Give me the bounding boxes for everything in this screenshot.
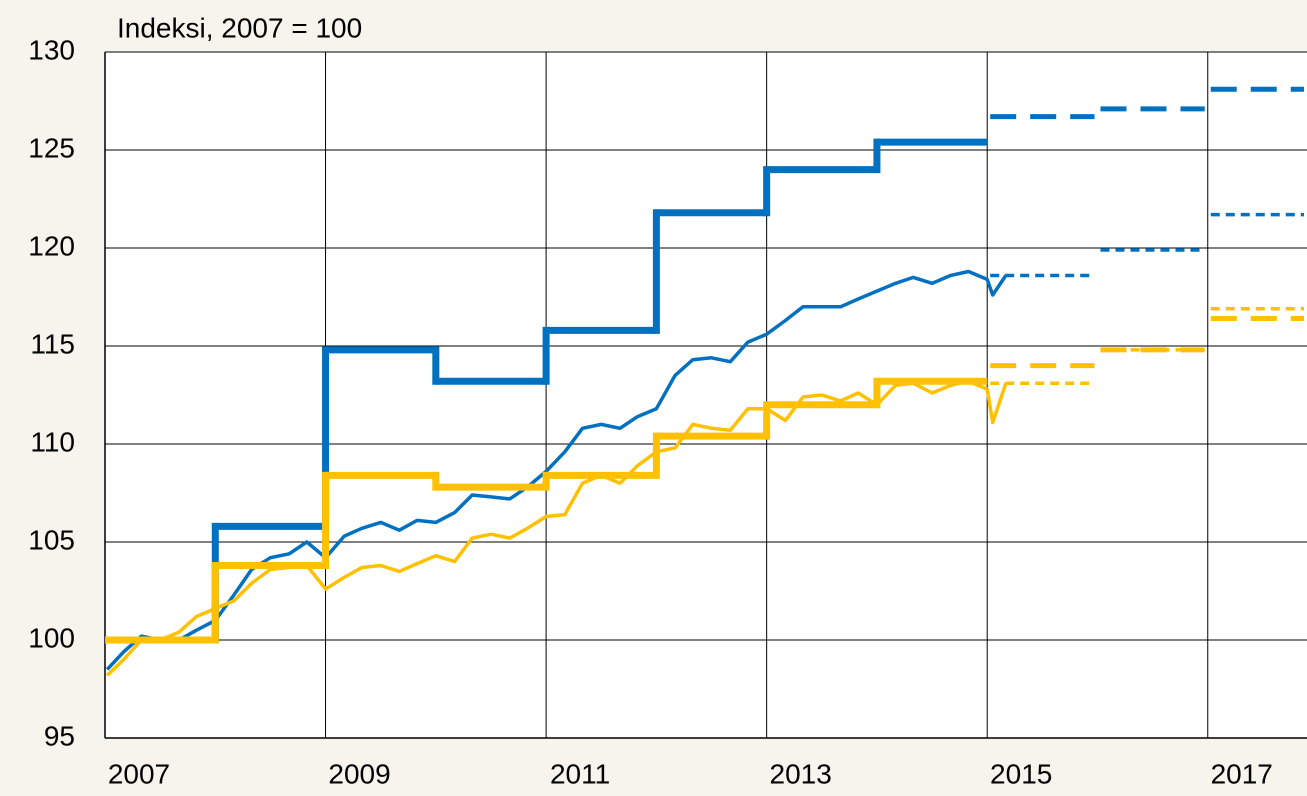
x-tick-label: 2007 [108, 758, 170, 789]
y-tick-label: 115 [30, 328, 75, 359]
y-tick-label: 110 [30, 426, 75, 457]
x-tick-label: 2015 [990, 758, 1052, 789]
y-tick-label: 125 [28, 132, 75, 163]
x-tick-label: 2017 [1211, 758, 1273, 789]
y-tick-label: 95 [44, 720, 75, 751]
plot-area [105, 52, 1307, 738]
y-tick-label: 100 [28, 622, 75, 653]
line-series [105, 379, 1008, 677]
chart-title: Indeksi, 2007 = 100 [117, 12, 362, 43]
x-tick-label: 2009 [328, 758, 390, 789]
x-tick-label: 2013 [770, 758, 832, 789]
y-tick-label: 120 [28, 230, 75, 261]
y-tick-label: 105 [28, 524, 75, 555]
x-tick-label: 2011 [550, 758, 610, 789]
y-tick-label: 130 [28, 34, 75, 65]
